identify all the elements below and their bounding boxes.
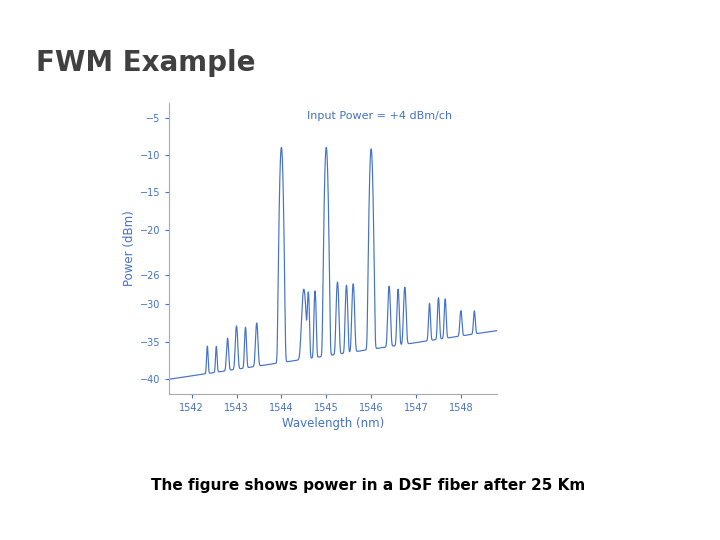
Text: The figure shows power in a DSF fiber after 25 Km: The figure shows power in a DSF fiber af…: [151, 478, 585, 493]
Y-axis label: Power (dBm): Power (dBm): [122, 211, 135, 286]
X-axis label: Wavelength (nm): Wavelength (nm): [282, 417, 384, 430]
Text: Input Power = +4 dBm/ch: Input Power = +4 dBm/ch: [307, 111, 452, 122]
Text: FWM Example: FWM Example: [36, 49, 256, 77]
